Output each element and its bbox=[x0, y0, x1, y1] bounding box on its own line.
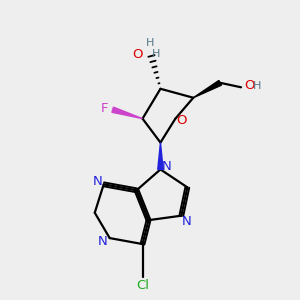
Text: N: N bbox=[98, 235, 108, 248]
Text: H: H bbox=[146, 38, 154, 47]
Text: F: F bbox=[100, 102, 108, 115]
Text: H: H bbox=[152, 50, 160, 59]
Text: H: H bbox=[253, 81, 262, 91]
Polygon shape bbox=[112, 107, 142, 118]
Text: O: O bbox=[177, 114, 187, 127]
Text: N: N bbox=[162, 160, 172, 173]
Text: O: O bbox=[244, 79, 255, 92]
Text: O: O bbox=[133, 48, 143, 61]
Text: N: N bbox=[92, 175, 102, 188]
Text: Cl: Cl bbox=[136, 279, 149, 292]
Polygon shape bbox=[193, 80, 221, 98]
Text: N: N bbox=[182, 214, 192, 228]
Polygon shape bbox=[158, 142, 163, 170]
